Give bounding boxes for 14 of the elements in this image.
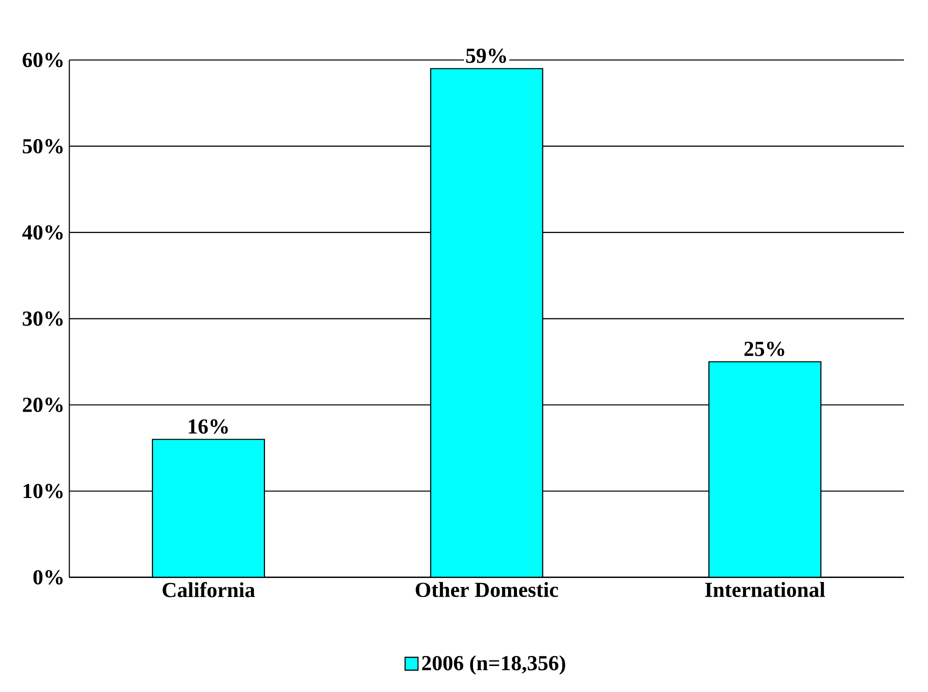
data-label: 25% — [744, 342, 784, 356]
legend-label: 2006 (n=18,356) — [422, 655, 566, 675]
y-tick-label: 10% — [24, 484, 63, 498]
y-tick-label: 0% — [33, 570, 63, 585]
x-tick-label: International — [705, 582, 825, 598]
x-tick-label: Other Domestic — [416, 582, 558, 598]
y-tick-label: 40% — [22, 225, 63, 240]
data-label: 16% — [188, 419, 228, 434]
x-tick-label: California — [162, 582, 255, 598]
y-tick-label: 20% — [22, 398, 63, 412]
y-tick-label: 60% — [22, 52, 63, 68]
y-tick-label: 30% — [22, 311, 63, 326]
data-label: 59% — [466, 48, 506, 64]
y-tick-label: 50% — [22, 139, 63, 154]
